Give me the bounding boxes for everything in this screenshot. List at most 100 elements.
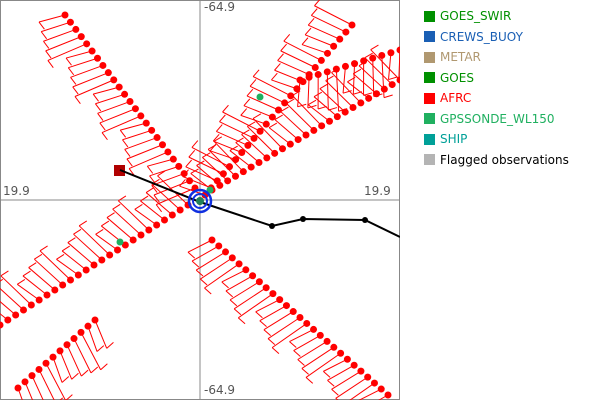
afrc-point [287, 92, 295, 100]
barb-feather [38, 21, 45, 30]
wind-barb [280, 111, 307, 136]
wind-barb [73, 338, 92, 374]
afrc-point [332, 65, 340, 73]
wind-barb [342, 66, 346, 94]
wind-barb [381, 55, 385, 98]
barb-feather [307, 18, 315, 26]
wind-barb [398, 49, 400, 81]
barb-feather [370, 44, 379, 51]
afrc-point [323, 337, 331, 345]
barb-feather [219, 114, 226, 123]
barb-feather [252, 113, 262, 119]
wind-barb [43, 28, 77, 42]
afrc-point [59, 281, 67, 289]
barb-feather [153, 194, 160, 203]
afrc-point [238, 149, 246, 156]
afrc-point [232, 172, 239, 180]
afrc-point [351, 60, 359, 68]
afrc-point [98, 256, 106, 264]
wind-barb [145, 192, 173, 216]
wind-barb [307, 77, 310, 108]
wind-barb [45, 363, 66, 400]
left-axis-label: 19.9 [3, 184, 30, 198]
legend-swatch [424, 51, 435, 63]
barb-feather [97, 113, 104, 121]
barb-feather [39, 245, 48, 252]
wind-barb [73, 233, 103, 261]
barb-feather [280, 106, 289, 112]
barb-feather [301, 37, 309, 45]
barb-feather [388, 76, 398, 81]
wind-barb [207, 149, 236, 177]
barb-feather [328, 107, 338, 111]
wind-barb [68, 57, 98, 69]
wind-barb [87, 326, 98, 352]
wind-barb [323, 358, 348, 372]
afrc-point [121, 90, 129, 98]
afrc-point [242, 266, 250, 274]
afrc-point [27, 301, 35, 309]
legend-label: AFRC [440, 91, 472, 106]
wind-barb [314, 5, 353, 26]
barb-feather [229, 145, 238, 151]
track-point [362, 217, 368, 223]
wind-barb [222, 111, 261, 132]
wind-barb [0, 275, 32, 306]
afrc-point [275, 106, 282, 114]
wind-barb [0, 300, 16, 316]
wind-barb [210, 150, 236, 161]
barb-feather [56, 254, 65, 260]
barb-feather [0, 270, 9, 277]
afrc-point [66, 18, 74, 26]
wind-barb [286, 103, 315, 131]
wind-barb [304, 34, 334, 47]
wind-barb [28, 267, 56, 291]
barb-feather [119, 129, 127, 138]
barb-feather [338, 108, 348, 112]
afrc-point [70, 335, 78, 343]
gpssonde-point [256, 93, 264, 101]
afrc-point [49, 353, 57, 361]
barb-feather [383, 94, 393, 99]
afrc-point [268, 113, 276, 121]
afrc-point [369, 54, 377, 62]
afrc-point [337, 349, 345, 357]
barb-feather [286, 98, 295, 104]
wind-barb [93, 86, 120, 95]
wind-barb [204, 263, 240, 289]
barb-feather [65, 57, 72, 66]
wind-barb [22, 275, 48, 296]
barb-feather [364, 52, 373, 59]
afrc-point [161, 216, 168, 224]
afrc-point [159, 141, 166, 149]
afrc-point [153, 221, 161, 229]
afrc-point [61, 11, 69, 19]
afrc-point [262, 284, 270, 292]
top-axis-label: -64.9 [204, 0, 236, 14]
legend-item: GOES [424, 68, 569, 89]
wind-barb [124, 137, 158, 150]
wind-barb [246, 95, 279, 111]
afrc-point [348, 21, 356, 29]
legend-swatch [424, 72, 435, 84]
afrc-point [142, 119, 150, 127]
barb-feather [297, 359, 305, 366]
wind-barb [255, 299, 280, 313]
wind-barb [268, 127, 291, 145]
afrc-point [324, 49, 331, 57]
barb-feather [319, 83, 328, 90]
wind-barb [388, 52, 392, 80]
center-point [196, 197, 204, 205]
legend: GOES_SWIR CREWS_BUOY METAR GOES AFRC GPSSONDE… [424, 6, 569, 170]
barb-feather [233, 308, 242, 316]
afrc-point [106, 251, 114, 259]
barb-feather [241, 129, 250, 135]
wind-barb [241, 134, 268, 159]
barb-feather [202, 152, 211, 158]
barb-feather [196, 160, 205, 166]
afrc-point [56, 347, 64, 355]
wind-barb [147, 158, 174, 167]
wind-barb [249, 85, 285, 104]
legend-swatch [424, 133, 435, 145]
afrc-point [129, 236, 137, 244]
